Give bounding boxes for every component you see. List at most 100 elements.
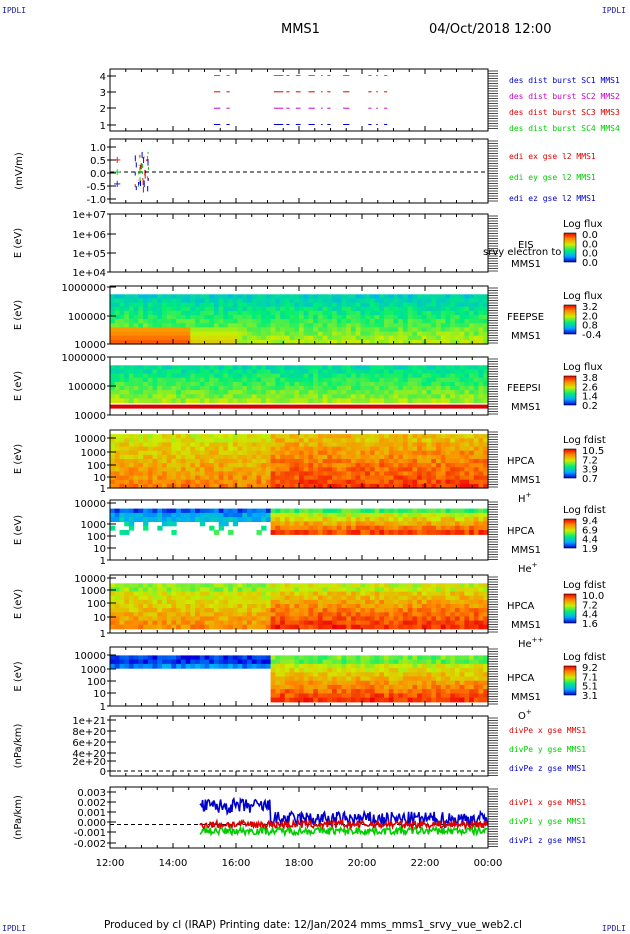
- heatmap-cell: [398, 583, 404, 588]
- heatmap-cell: [280, 475, 286, 481]
- heatmap-cell: [152, 471, 158, 477]
- heatmap-cell: [213, 298, 220, 304]
- heatmap-cell: [275, 525, 281, 531]
- heatmap-cell: [369, 475, 376, 481]
- heatmap-cell: [398, 377, 404, 383]
- heatmap-cell: [275, 327, 281, 333]
- heatmap-cell: [417, 298, 423, 304]
- heatmap-cell: [299, 294, 305, 299]
- heatmap-cell: [417, 475, 423, 481]
- corner-label-top-right: IPDLI: [601, 6, 626, 15]
- heatmap-cell: [388, 525, 395, 531]
- heatmap-cell: [374, 517, 380, 522]
- heatmap-cell: [388, 315, 395, 320]
- heatmap-cell: [294, 612, 300, 617]
- heatmap-cell: [133, 434, 139, 439]
- heatmap-cell: [138, 373, 144, 379]
- heatmap-cell: [119, 608, 125, 613]
- heatmap-cell: [445, 608, 451, 613]
- heatmap-cell: [289, 463, 295, 468]
- heatmap-cell: [247, 599, 253, 605]
- heatmap-cell: [218, 450, 224, 456]
- heatmap-cell: [114, 302, 120, 308]
- heatmap-cell: [152, 398, 158, 404]
- heatmap-cell: [247, 508, 253, 514]
- heatmap-cell: [270, 386, 276, 391]
- heatmap-cell: [270, 508, 276, 514]
- heatmap-cell: [261, 663, 267, 669]
- heatmap-cell: [436, 302, 442, 308]
- heatmap-cell: [261, 620, 267, 626]
- heatmap-cell: [133, 319, 139, 324]
- heatmap-cell: [426, 512, 432, 518]
- heatmap-cell: [454, 294, 461, 299]
- heatmap-cell: [431, 450, 437, 456]
- heatmap-cell: [336, 373, 343, 379]
- heatmap-cell: [393, 463, 399, 468]
- heatmap-cell: [128, 624, 135, 630]
- heatmap-cell: [303, 616, 309, 622]
- heatmap-cell: [365, 512, 371, 518]
- heatmap-cell: [398, 475, 404, 481]
- heatmap-cell: [317, 306, 324, 312]
- heatmap-cell: [469, 306, 475, 312]
- heatmap-cell: [228, 442, 234, 448]
- heatmap-cell: [303, 620, 309, 626]
- heatmap-cell: [270, 310, 276, 316]
- heatmap-cell: [402, 604, 409, 609]
- heatmap-cell: [351, 369, 357, 375]
- heatmap-cell: [360, 335, 366, 341]
- heatmap-cell: [256, 294, 262, 299]
- heatmap-cell: [171, 479, 177, 485]
- heatmap-cell: [360, 616, 366, 622]
- heatmap-cell: [473, 459, 480, 464]
- heatmap-cell: [265, 323, 272, 328]
- heatmap-cell: [270, 525, 276, 531]
- heatmap-cell: [138, 655, 144, 661]
- heatmap-cell: [346, 310, 352, 316]
- heatmap-cell: [213, 442, 220, 448]
- heatmap-cell: [294, 591, 300, 597]
- y-tick-label: 100000: [68, 382, 106, 393]
- heatmap-cell: [332, 373, 338, 379]
- heatmap-cell: [251, 294, 258, 299]
- heatmap-cell: [365, 302, 371, 308]
- heatmap-cell: [261, 475, 267, 481]
- heatmap-cell: [157, 517, 163, 522]
- heatmap-cell: [412, 479, 418, 485]
- heatmap-cell: [209, 587, 215, 593]
- heatmap-cell: [327, 327, 333, 333]
- heatmap-cell: [402, 517, 409, 522]
- heatmap-cell: [360, 475, 366, 481]
- heatmap-cell: [483, 591, 489, 597]
- species-label: He++: [518, 636, 544, 650]
- heatmap-cell: [176, 310, 182, 316]
- heatmap-cell: [124, 377, 130, 383]
- heatmap-cell: [133, 475, 139, 481]
- heatmap-cell: [436, 512, 442, 518]
- heatmap-cell: [454, 459, 461, 464]
- heatmap-cell: [417, 310, 423, 316]
- heatmap-cell: [473, 599, 480, 605]
- heatmap-cell: [407, 369, 413, 375]
- heatmap-cell: [398, 530, 404, 535]
- heatmap-cell: [473, 450, 480, 456]
- heatmap-cell: [270, 583, 276, 588]
- heatmap-cell: [464, 306, 470, 312]
- heatmap-cell: [171, 373, 177, 379]
- heatmap-cell: [294, 434, 300, 439]
- heatmap-cell: [162, 595, 168, 601]
- heatmap-cell: [421, 294, 428, 299]
- heatmap-cell: [440, 595, 447, 601]
- heatmap-cell: [473, 390, 480, 395]
- heatmap-cell: [147, 595, 154, 601]
- heatmap-cell: [384, 475, 390, 481]
- heatmap-cell: [119, 479, 125, 485]
- heatmap-cell: [299, 386, 305, 391]
- y-tick-label: 1: [100, 556, 106, 567]
- heatmap-cell: [256, 319, 262, 324]
- heatmap-cell: [152, 583, 158, 588]
- heatmap-cell: [133, 450, 139, 456]
- heatmap-cell: [138, 508, 144, 514]
- heatmap-cell: [379, 294, 385, 299]
